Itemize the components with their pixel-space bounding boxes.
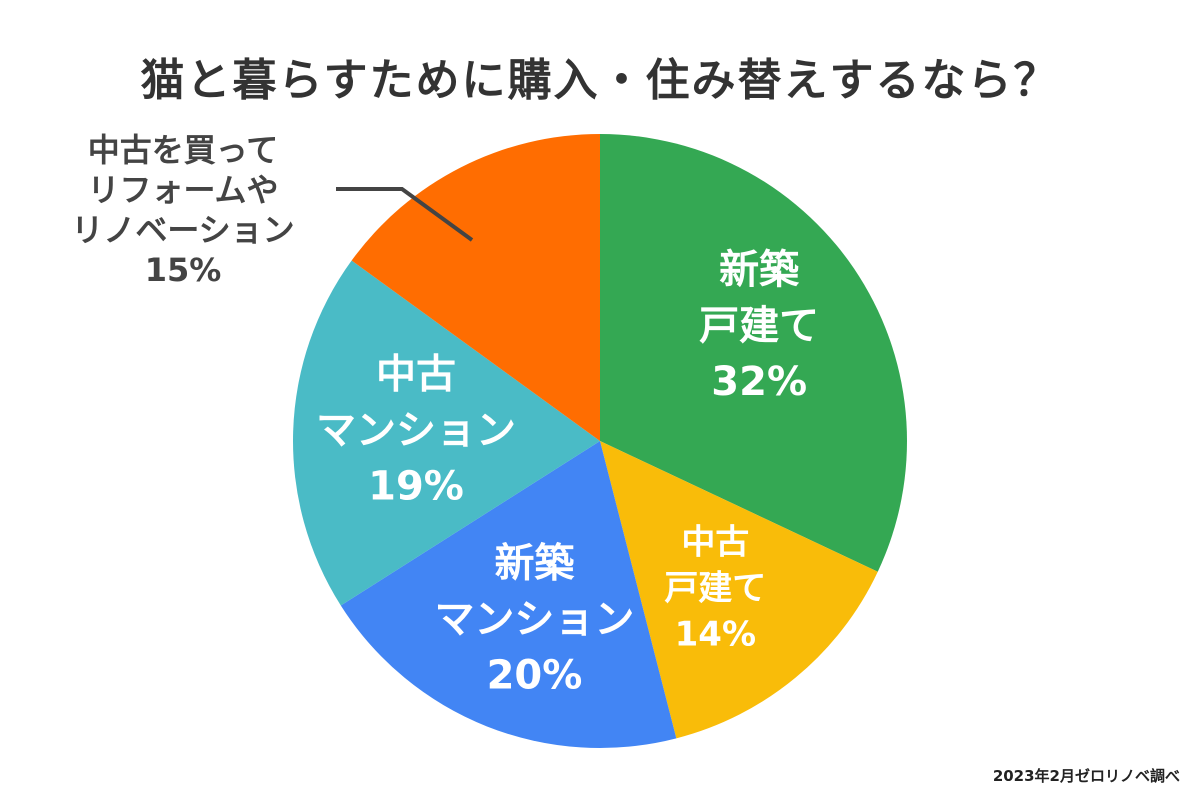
slice-new-house-value: 32% xyxy=(711,359,807,405)
slice-new-condo-label: 新築 xyxy=(494,541,575,587)
chart-title: 猫と暮らすために購入・住み替えするなら？ xyxy=(140,55,1060,106)
slice-used-condo-label: 中古 xyxy=(376,351,456,397)
slice-used-house-value: 14% xyxy=(675,615,756,655)
slice-new-house-label: 新築 xyxy=(719,247,800,293)
slice-used-house xyxy=(600,441,878,739)
slice-new-condo-value: 20% xyxy=(487,653,583,699)
slice-used-house-label: 中古 xyxy=(681,523,749,563)
slice-renovation-label: リフォームや xyxy=(87,171,278,209)
slice-used-condo-value: 19% xyxy=(368,463,464,509)
slice-used-condo-label: マンション xyxy=(316,407,516,453)
slice-renovation-label: 中古を買って xyxy=(88,131,278,169)
renovation-leader-line xyxy=(336,187,474,242)
source-note: 2023年2月ゼロリノベ調べ xyxy=(992,767,1180,785)
slice-new-condo-label: マンション xyxy=(434,597,634,643)
slice-used-condo xyxy=(292,260,600,606)
slice-renovation-label: リノベーション xyxy=(71,211,294,249)
slice-renovation xyxy=(351,134,600,441)
slice-new-condo xyxy=(340,441,677,748)
slice-new-house xyxy=(600,134,907,572)
slice-new-house-label: 戸建て xyxy=(699,303,819,349)
slice-renovation-value: 15% xyxy=(145,251,222,289)
slice-used-house-label: 戸建て xyxy=(664,569,766,609)
